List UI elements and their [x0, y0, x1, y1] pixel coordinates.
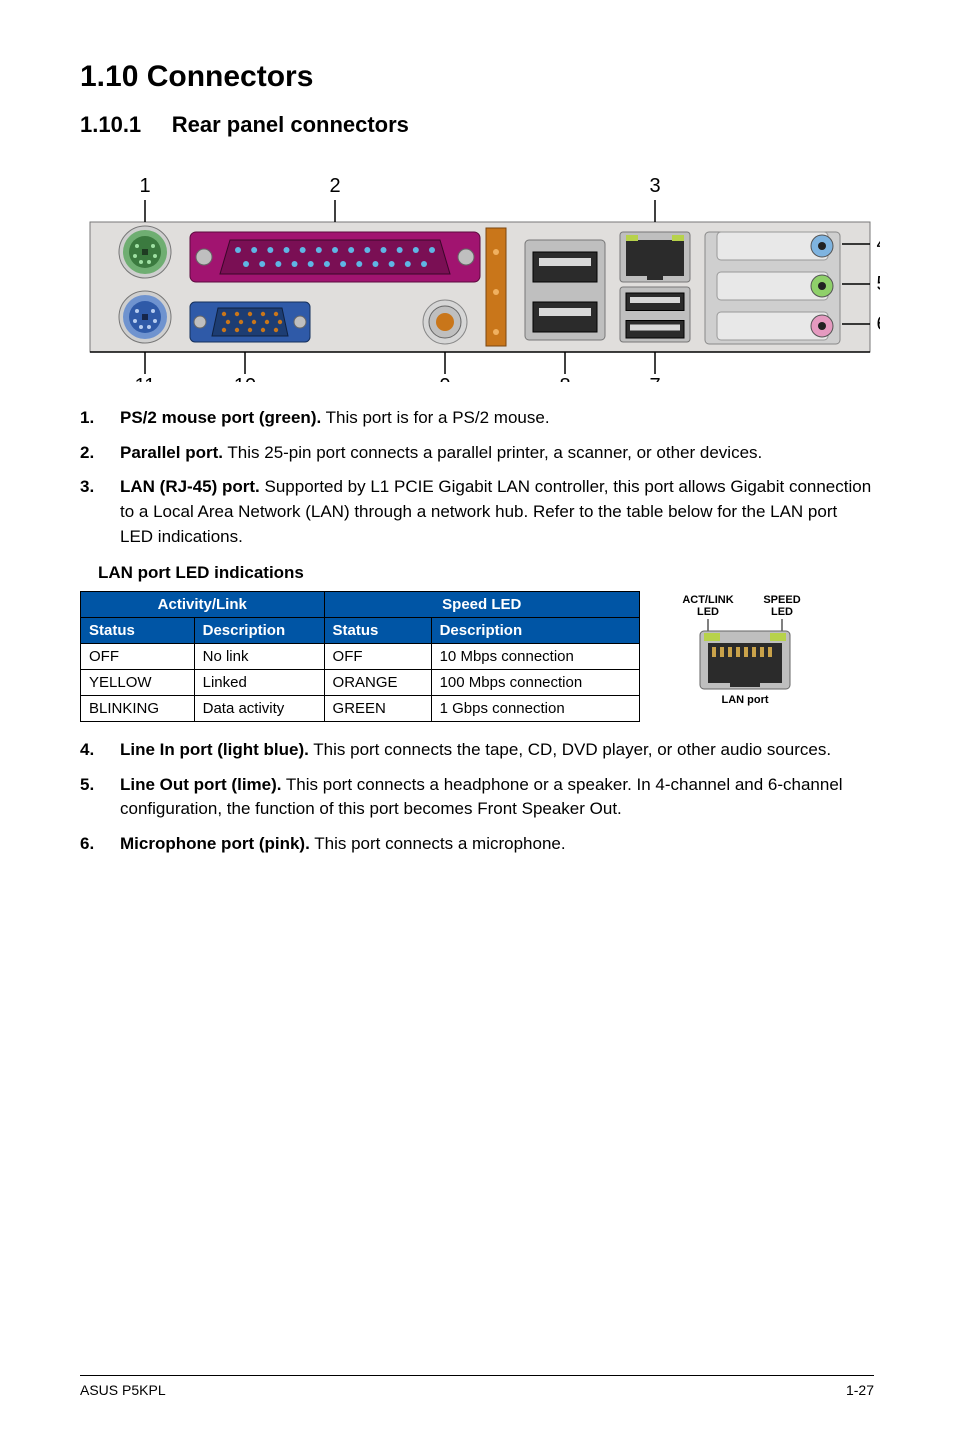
list-bold: Line Out port (lime). — [120, 775, 282, 794]
list-rest: This port connects the tape, CD, DVD pla… — [309, 740, 831, 759]
svg-text:11: 11 — [135, 375, 156, 382]
list-body: Parallel port. This 25-pin port connects… — [120, 441, 874, 466]
list-bold: LAN (RJ-45) port. — [120, 477, 260, 496]
svg-text:5: 5 — [876, 273, 880, 295]
list-bold: Parallel port. — [120, 443, 223, 462]
table-col-header: Status — [81, 618, 195, 644]
table-col-header: Status — [324, 618, 431, 644]
svg-text:10: 10 — [234, 375, 256, 382]
section-subtitle: 1.10.1 Rear panel connectors — [80, 112, 874, 138]
list-rest: This 25-pin port connects a parallel pri… — [223, 443, 762, 462]
list-number: 4. — [80, 738, 120, 763]
svg-text:1: 1 — [139, 175, 150, 197]
table-row: YELLOWLinkedORANGE100 Mbps connection — [81, 670, 640, 696]
list-rest: This port is for a PS/2 mouse. — [321, 408, 549, 427]
list-item: 5.Line Out port (lime). This port connec… — [80, 773, 874, 822]
page-title: 1.10 Connectors — [80, 60, 874, 94]
table-row: BLINKINGData activityGREEN1 Gbps connect… — [81, 696, 640, 722]
table-cell: Data activity — [194, 696, 324, 722]
table-col-header: Description — [431, 618, 639, 644]
lan-port-svg: ACT/LINKLEDSPEEDLEDLAN port — [670, 591, 820, 711]
subtitle-text: Rear panel connectors — [172, 112, 409, 137]
connector-list-a: 1.PS/2 mouse port (green). This port is … — [80, 406, 874, 549]
table-cell: No link — [194, 644, 324, 670]
list-body: LAN (RJ-45) port. Supported by L1 PCIE G… — [120, 475, 874, 549]
table-cell: YELLOW — [81, 670, 195, 696]
table-row: OFFNo linkOFF10 Mbps connection — [81, 644, 640, 670]
svg-text:LED: LED — [771, 606, 793, 618]
list-number: 3. — [80, 475, 120, 549]
table-cell: 100 Mbps connection — [431, 670, 639, 696]
rear-panel-svg: 1 2 3 11 10 9 8 7 4 5 6 — [80, 152, 880, 382]
table-cell: OFF — [324, 644, 431, 670]
footer-left: ASUS P5KPL — [80, 1382, 166, 1398]
list-item: 2.Parallel port. This 25-pin port connec… — [80, 441, 874, 466]
table-cell: OFF — [81, 644, 195, 670]
list-bold: Microphone port (pink). — [120, 834, 310, 853]
lan-port-diagram: ACT/LINKLEDSPEEDLEDLAN port — [670, 591, 820, 711]
table-group-header: Speed LED — [324, 592, 639, 618]
list-item: 4.Line In port (light blue). This port c… — [80, 738, 874, 763]
svg-text:LAN port: LAN port — [721, 694, 768, 706]
svg-text:9: 9 — [439, 375, 450, 382]
table-cell: 1 Gbps connection — [431, 696, 639, 722]
svg-text:4: 4 — [876, 233, 880, 255]
table-cell: Linked — [194, 670, 324, 696]
rear-panel-diagram: 1231110987456 — [80, 152, 874, 382]
svg-text:6: 6 — [876, 313, 880, 335]
list-bold: Line In port (light blue). — [120, 740, 309, 759]
table-cell: BLINKING — [81, 696, 195, 722]
list-item: 6.Microphone port (pink). This port conn… — [80, 832, 874, 857]
list-body: PS/2 mouse port (green). This port is fo… — [120, 406, 874, 431]
svg-text:7: 7 — [649, 375, 660, 382]
list-item: 3.LAN (RJ-45) port. Supported by L1 PCIE… — [80, 475, 874, 549]
list-item: 1.PS/2 mouse port (green). This port is … — [80, 406, 874, 431]
list-number: 1. — [80, 406, 120, 431]
led-row: Activity/LinkSpeed LEDStatusDescriptionS… — [80, 591, 874, 722]
list-number: 6. — [80, 832, 120, 857]
led-table: Activity/LinkSpeed LEDStatusDescriptionS… — [80, 591, 640, 722]
list-body: Line In port (light blue). This port con… — [120, 738, 874, 763]
svg-text:SPEED: SPEED — [763, 594, 800, 606]
svg-text:2: 2 — [329, 175, 340, 197]
table-group-header: Activity/Link — [81, 592, 325, 618]
footer-right: 1-27 — [846, 1382, 874, 1398]
list-body: Microphone port (pink). This port connec… — [120, 832, 874, 857]
svg-text:LED: LED — [697, 606, 719, 618]
list-rest: This port connects a microphone. — [310, 834, 566, 853]
list-body: Line Out port (lime). This port connects… — [120, 773, 874, 822]
table-cell: GREEN — [324, 696, 431, 722]
table-col-header: Description — [194, 618, 324, 644]
svg-text:8: 8 — [559, 375, 570, 382]
svg-text:ACT/LINK: ACT/LINK — [682, 594, 733, 606]
list-number: 2. — [80, 441, 120, 466]
table-cell: ORANGE — [324, 670, 431, 696]
subtitle-number: 1.10.1 — [80, 112, 141, 137]
page-footer: ASUS P5KPL 1-27 — [80, 1375, 874, 1398]
table-cell: 10 Mbps connection — [431, 644, 639, 670]
list-number: 5. — [80, 773, 120, 822]
svg-text:3: 3 — [649, 175, 660, 197]
connector-list-b: 4.Line In port (light blue). This port c… — [80, 738, 874, 857]
list-bold: PS/2 mouse port (green). — [120, 408, 321, 427]
led-indications-header: LAN port LED indications — [98, 563, 874, 583]
